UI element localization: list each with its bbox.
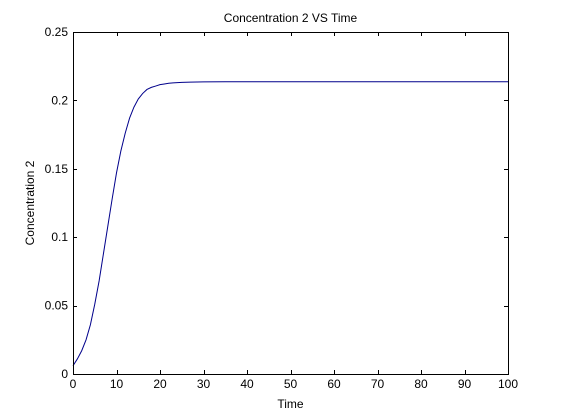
x-tick-label: 80: [414, 377, 428, 391]
y-tick-label: 0.25: [45, 25, 69, 39]
x-tick-label: 70: [371, 377, 385, 391]
x-tick-label: 60: [327, 377, 341, 391]
series-group: [72, 81, 508, 367]
x-axis-label: Time: [277, 397, 304, 411]
x-tick-label: 40: [240, 377, 254, 391]
x-tick-label: 0: [70, 377, 77, 391]
plot-area: [73, 32, 508, 374]
y-tick-label: 0.1: [51, 230, 68, 244]
plot-frame: [73, 32, 509, 375]
x-axis-ticks: 0 10 20 30 40 50 60 70 80 90 100: [70, 32, 518, 391]
x-tick-label: 50: [284, 377, 298, 391]
y-tick-label: 0: [61, 367, 68, 381]
y-axis-label: Concentration 2: [23, 160, 37, 245]
x-tick-label: 10: [110, 377, 124, 391]
y-tick-label: 0.15: [45, 162, 69, 176]
x-tick-label: 20: [153, 377, 167, 391]
y-tick-label: 0.05: [45, 299, 69, 313]
y-axis-ticks: 0 0.05 0.1 0.15 0.2 0.25: [45, 25, 508, 381]
y-tick-label: 0.2: [51, 93, 68, 107]
x-tick-label: 30: [197, 377, 211, 391]
chart-title: Concentration 2 VS Time: [224, 11, 358, 25]
x-tick-label: 90: [458, 377, 472, 391]
series-line: [72, 81, 508, 367]
x-tick-label: 100: [498, 377, 518, 391]
